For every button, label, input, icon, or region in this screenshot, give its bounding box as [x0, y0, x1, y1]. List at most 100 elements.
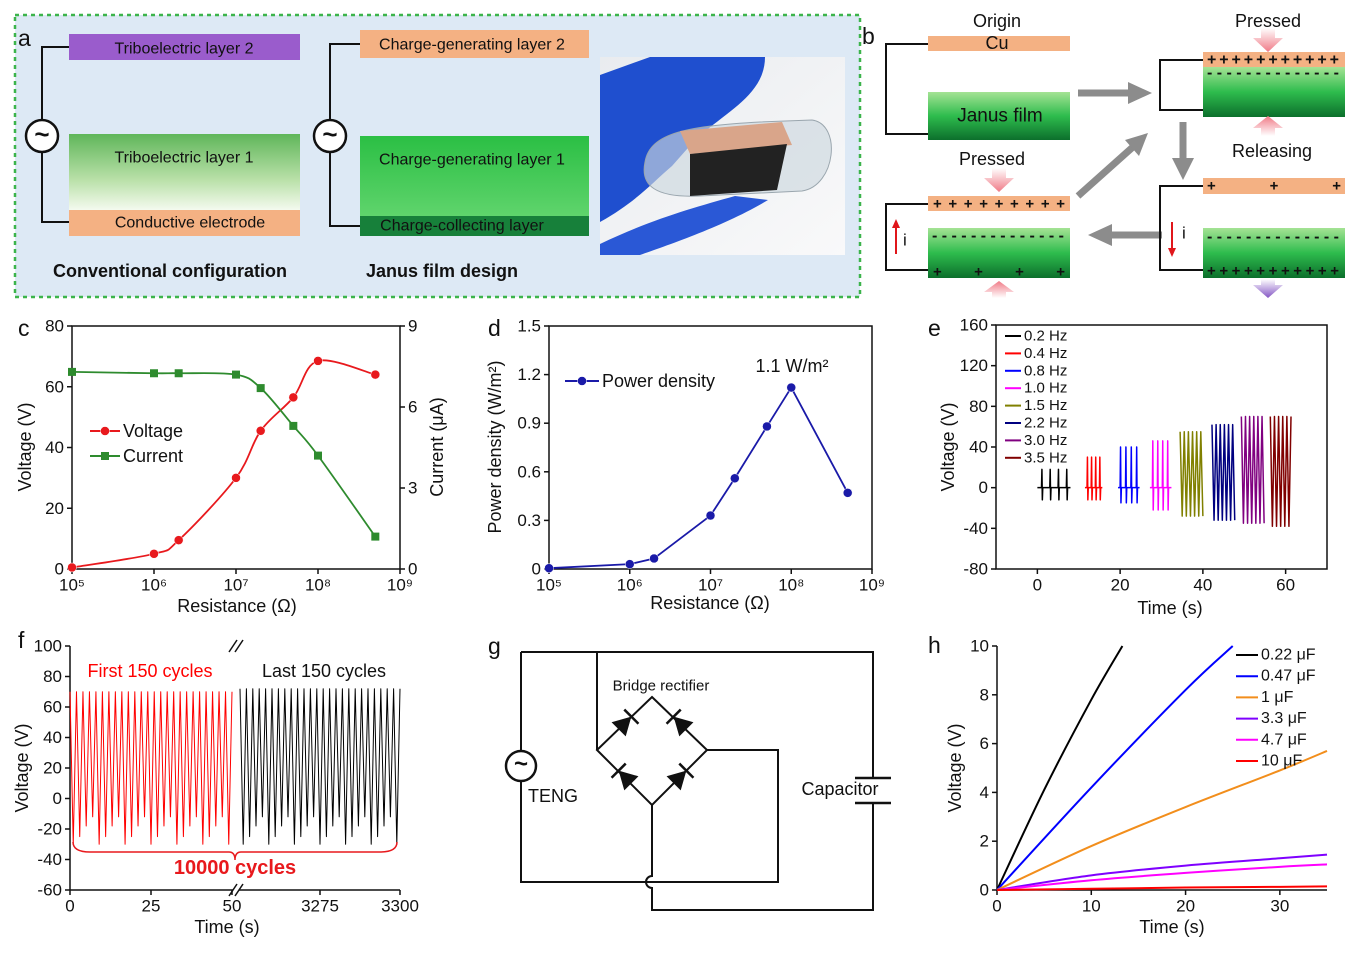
part	[673, 716, 694, 737]
y-tick-label: 80	[45, 317, 64, 336]
data-point	[370, 369, 381, 380]
cu-layer	[928, 36, 1070, 51]
y-tick-label: 20	[43, 759, 62, 778]
y-tick-label: 10	[970, 637, 989, 656]
bridge	[595, 695, 709, 807]
series-line	[996, 863, 1328, 891]
x-tick-label: 0	[65, 897, 74, 916]
x-tick-label: 25	[142, 897, 161, 916]
x-tick-label: 10⁸	[778, 576, 804, 595]
part	[610, 762, 627, 779]
x-tick-label: 3275	[301, 897, 339, 916]
panel-letter: a	[18, 25, 31, 51]
part	[678, 762, 695, 779]
force-arrow	[1253, 279, 1283, 298]
data-point	[173, 535, 184, 545]
x-axis-label: Time (s)	[194, 917, 259, 937]
axis-break-gap	[233, 887, 239, 893]
legend-label: 3.3 μF	[1261, 710, 1307, 727]
y-tick-label: 20	[45, 499, 64, 518]
data-point	[255, 426, 266, 436]
y-tick-label: 1.2	[517, 365, 541, 384]
source-symbol: ~	[34, 119, 49, 149]
wire	[885, 203, 928, 271]
y-axis-label: Voltage (V)	[938, 402, 958, 491]
process-arrow	[1075, 143, 1137, 199]
brace	[72, 841, 398, 861]
data-point	[256, 384, 265, 393]
panel-letter: g	[488, 633, 501, 659]
x-axis-label: Resistance (Ω)	[177, 596, 297, 616]
janus-film	[1203, 228, 1345, 278]
charges: + + + + + + + + +	[933, 196, 1065, 213]
series-line	[548, 386, 849, 570]
x-axis-label: Time (s)	[1137, 598, 1202, 618]
data-point	[786, 382, 796, 393]
panel-letter: b	[862, 23, 875, 49]
charges: +++++++++++	[1207, 263, 1339, 280]
force-arrow	[984, 168, 1014, 192]
y-tick-label: 4	[980, 783, 989, 802]
y-axis-label: Voltage (V)	[12, 723, 32, 812]
series-line	[996, 645, 1234, 891]
y-tick-label: 60	[45, 377, 64, 396]
layer-label: Triboelectric layer 2	[114, 41, 253, 58]
legend-label: 0.8 Hz	[1024, 362, 1067, 379]
x-tick-label: 3300	[381, 897, 419, 916]
series-line	[996, 749, 1328, 891]
y2-tick-label: 6	[408, 398, 417, 417]
current-arrow	[1168, 248, 1176, 257]
layer-label: Charge-generating layer 1	[379, 152, 565, 169]
series-line	[1084, 456, 1103, 501]
y2-tick-label: 9	[408, 317, 417, 336]
layer-label: Cu	[985, 33, 1008, 53]
legend-label: 1.0 Hz	[1024, 380, 1067, 397]
data-point	[67, 562, 77, 573]
axis-break	[228, 883, 238, 897]
process-arrow	[1125, 133, 1148, 156]
y-axis-label: Voltage (V)	[945, 723, 965, 812]
x-tick-label: 10⁷	[223, 576, 248, 595]
wire	[885, 43, 928, 135]
device-film-black	[690, 144, 787, 196]
x-tick-label: 40	[1193, 576, 1212, 595]
data-point	[288, 392, 299, 403]
data-point	[150, 369, 158, 378]
charges: - - - - - - - - - - - - - -	[932, 228, 1064, 245]
source-symbol: ~	[514, 751, 528, 778]
source-symbol: ~	[322, 119, 337, 149]
x-tick-label: 20	[1111, 576, 1130, 595]
x-axis-label: Time (s)	[1139, 917, 1204, 937]
x-tick-label: 20	[1176, 897, 1195, 916]
x-tick-label: 10⁶	[617, 576, 643, 595]
y-tick-label: 40	[969, 438, 988, 457]
panel-letter: f	[18, 627, 25, 653]
diode	[610, 762, 639, 791]
component-label: Bridge rectifier	[613, 678, 710, 695]
caption: Conventional configuration	[53, 261, 287, 281]
state-label: Pressed	[959, 149, 1025, 169]
glove	[600, 196, 768, 255]
force-arrow	[984, 281, 1014, 298]
x-tick-label: 30	[1270, 897, 1289, 916]
legend-label: 3.0 Hz	[1024, 432, 1067, 449]
panel-letter: h	[928, 632, 941, 658]
data-point	[149, 549, 159, 559]
wire	[1159, 185, 1203, 271]
ac-source	[504, 749, 538, 783]
janus-film	[928, 92, 1070, 140]
data-point	[100, 426, 110, 436]
series-line	[71, 359, 376, 569]
plot-frame	[71, 325, 401, 570]
legend-label: 0.4 Hz	[1024, 345, 1067, 362]
data-point	[68, 367, 76, 376]
y-tick-label: 0	[979, 478, 988, 497]
legend-label: 0.2 Hz	[1024, 328, 1067, 345]
y-tick-label: 0.9	[517, 414, 541, 433]
component-label: Capacitor	[801, 779, 878, 799]
x-tick-label: 50	[223, 897, 242, 916]
part	[623, 708, 640, 725]
panel-letter: e	[928, 315, 941, 341]
x-tick-label: 0	[1033, 576, 1042, 595]
panel-letter: d	[488, 315, 501, 341]
